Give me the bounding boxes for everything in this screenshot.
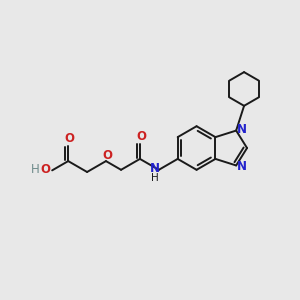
Text: O: O [102, 149, 112, 162]
Text: O: O [40, 163, 50, 176]
Text: N: N [237, 123, 247, 136]
Text: O: O [64, 132, 74, 146]
Text: H: H [151, 173, 159, 183]
Text: N: N [237, 160, 247, 173]
Text: H: H [31, 163, 40, 176]
Text: N: N [150, 162, 160, 175]
Text: O: O [136, 130, 146, 143]
